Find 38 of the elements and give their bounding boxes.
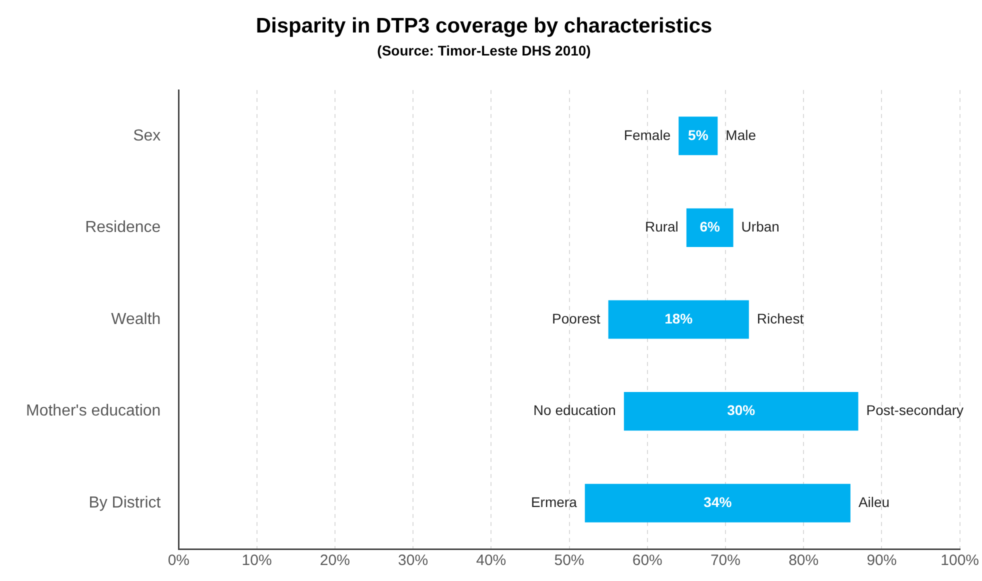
annotation: Rural	[644, 218, 678, 235]
bar	[678, 116, 718, 156]
x-tick-label: 10%	[242, 552, 272, 570]
data-label: 5%	[688, 126, 709, 143]
x-tick-label: 0%	[168, 552, 190, 570]
annotation: Poorest	[552, 310, 600, 326]
annotation: Post-secondary	[866, 402, 964, 418]
bar	[624, 392, 858, 431]
annotation: Richest	[756, 310, 804, 326]
data-label: 34%	[704, 494, 732, 510]
x-tick-label: 70%	[710, 552, 740, 570]
chart-subtitle: (Source: Timor-Leste DHS 2010)	[377, 42, 591, 58]
bar	[686, 208, 734, 247]
annotation: Aileu	[858, 494, 890, 510]
annotation: Ermera	[530, 494, 578, 510]
data-label: 30%	[727, 402, 756, 418]
x-tick-label: 100%	[940, 552, 980, 570]
y-tick-label: Sex	[133, 127, 161, 144]
annotation: Female	[624, 126, 671, 143]
y-tick-label: Mother's education	[26, 402, 161, 420]
y-tick-label: Wealth	[111, 310, 161, 328]
chart-title: Disparity in DTP3 coverage by characteristics	[256, 14, 712, 38]
annotation: No education	[533, 402, 616, 418]
x-tick-label: 30%	[398, 552, 428, 570]
data-label: 6%	[700, 218, 721, 235]
bar	[608, 300, 749, 339]
x-tick-label: 50%	[554, 552, 584, 570]
x-tick-label: 20%	[320, 552, 350, 570]
x-tick-label: 80%	[788, 552, 819, 570]
annotation: Urban	[741, 218, 780, 235]
x-tick-label: 40%	[476, 552, 506, 570]
x-tick-label: 60%	[632, 552, 662, 570]
x-tick-label: 90%	[866, 552, 897, 570]
data-label: 18%	[664, 310, 694, 326]
y-tick-label: Residence	[85, 219, 161, 236]
annotation: Male	[726, 126, 756, 143]
bar	[584, 484, 850, 522]
y-tick-label: By District	[88, 494, 162, 512]
